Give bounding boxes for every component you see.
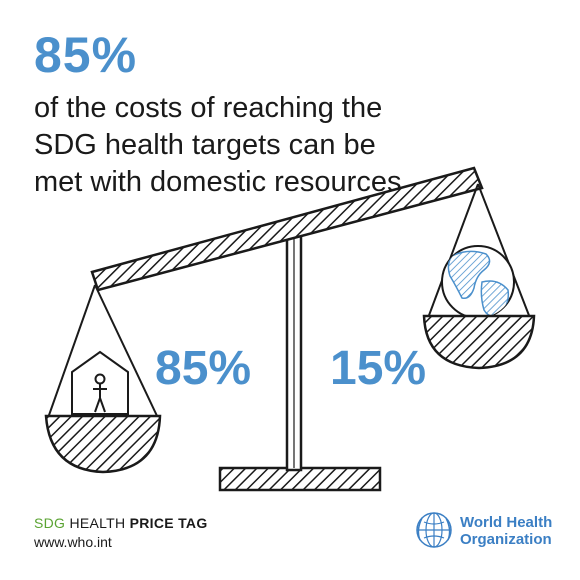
right-pan — [422, 314, 536, 370]
who-organization-name: World Health Organization — [460, 514, 553, 548]
left-pan-percentage: 85% — [155, 342, 252, 395]
sdg-price-tag-label: SDG HEALTH PRICE TAG — [34, 515, 208, 531]
headline-text: of the costs of reaching the SDG health … — [34, 92, 402, 198]
house-person-icon — [71, 350, 129, 415]
left-pan-strings — [47, 284, 159, 419]
right-pan-strings — [427, 183, 531, 319]
globe-icon — [441, 245, 515, 319]
scale-beam — [90, 166, 484, 292]
left-pan — [44, 414, 162, 474]
who-emblem-icon — [416, 512, 452, 548]
headline-percentage: 85% — [34, 27, 138, 83]
right-pan-percentage: 15% — [330, 342, 427, 395]
scale-base — [218, 466, 382, 492]
website-url: www.who.int — [34, 534, 112, 550]
